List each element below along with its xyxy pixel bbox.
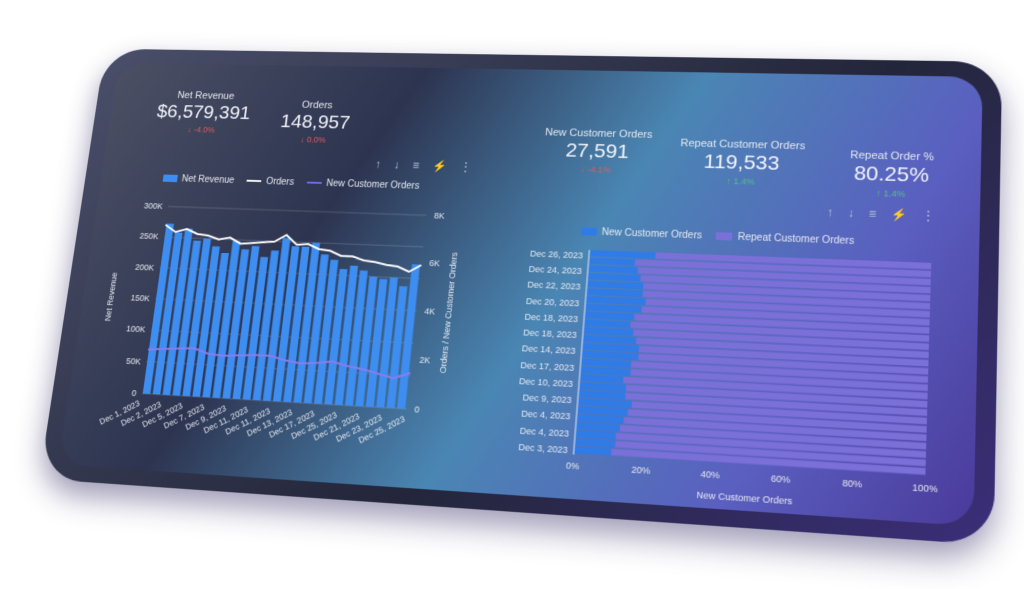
y-axis-label: Net Revenue	[103, 272, 119, 321]
new-orders-bar	[588, 265, 638, 273]
y2-tick-label: 0	[414, 404, 420, 414]
y-tick-label: Dec 3, 2023	[518, 442, 568, 456]
y-tick-label: Dec 4, 2023	[521, 409, 571, 422]
filter-icon[interactable]: ≡	[869, 207, 877, 221]
x-tick-label: 0%	[566, 460, 580, 471]
y-tick-label: Dec 10, 2023	[519, 376, 574, 389]
kpi-new-customer-orders: New Customer Orders 27,591 ↓ -4.1%	[522, 126, 673, 176]
x-tick-label: 40%	[700, 469, 720, 481]
kpi-change: ↓ -4.0%	[143, 124, 260, 136]
left-chart-toolbar: ↑ ↓ ≡ ⚡ ⋮	[374, 158, 472, 174]
kpi-value: 80.25%	[828, 162, 955, 189]
y-tick-label: 0	[131, 388, 137, 398]
kpi-change: ↓ -4.1%	[522, 163, 670, 177]
new-vs-repeat-chart: Dec 26, 2023 Dec 24, 2023 Dec 22, 2023 Dec …	[478, 237, 953, 526]
y-tick-label: Dec 24, 2023	[528, 264, 582, 276]
new-orders-bar	[585, 296, 645, 305]
x-tick-label: 100%	[912, 482, 938, 495]
new-orders-bar	[584, 319, 631, 328]
sort-ascending-icon[interactable]: ↑	[374, 158, 381, 171]
new-orders-bar	[578, 390, 626, 399]
sort-ascending-icon[interactable]: ↑	[826, 205, 833, 219]
y2-tick-label: 6K	[429, 258, 441, 268]
kpi-change: ↓ 0.0%	[262, 134, 364, 146]
y-tick-label: Dec 18, 2023	[524, 312, 578, 325]
y2-tick-label: 2K	[419, 355, 431, 366]
y-tick-label: Dec 26, 2023	[530, 249, 584, 261]
y-tick-label: Dec 9, 2023	[522, 392, 572, 405]
revenue-orders-chart: 0 50K 100K 150K 200K 250K 300K 0 2K 4K 6K 8K Net Rev…	[77, 187, 486, 484]
kpi-value: $6,579,391	[145, 101, 263, 125]
y2-tick-label: 8K	[434, 211, 446, 221]
new-orders-bar	[575, 430, 616, 439]
legend-repeat-customer-orders[interactable]: Repeat Customer Orders	[716, 231, 854, 247]
new-orders-bar	[579, 382, 627, 391]
sort-descending-icon[interactable]: ↓	[393, 158, 400, 171]
y-tick-label: 100K	[126, 324, 146, 335]
y-tick-label: 300K	[143, 201, 163, 211]
new-orders-bar	[587, 273, 641, 281]
kpi-value: 148,957	[264, 111, 367, 135]
x-tick-label: 60%	[771, 473, 791, 485]
more-vert-icon[interactable]: ⋮	[922, 208, 935, 222]
new-orders-bar	[577, 398, 631, 408]
y-tick-label: Dec 14, 2023	[521, 344, 576, 357]
new-orders-bar	[574, 446, 612, 455]
y-tick-label: Dec 18, 2023	[523, 328, 577, 341]
new-orders-bar	[574, 438, 615, 447]
y-tick-label: Dec 22, 2023	[527, 280, 581, 292]
new-orders-bar	[588, 258, 635, 266]
new-orders-bar	[587, 281, 644, 290]
y-tick-label: Dec 4, 2023	[519, 425, 569, 438]
new-orders-bar	[577, 406, 628, 415]
kpi-value: 119,533	[655, 149, 829, 177]
new-orders-bar	[579, 374, 623, 383]
kpi-change: ↑ 1.4%	[827, 187, 954, 201]
new-orders-bar	[585, 304, 642, 313]
right-chart-toolbar: ↑ ↓ ≡ ⚡ ⋮	[826, 205, 934, 222]
new-orders-bar	[581, 351, 638, 360]
kpi-repeat-customer-orders: Repeat Customer Orders 119,533 ↑ 1.4%	[654, 137, 830, 189]
y-tick-label: 50K	[126, 356, 142, 367]
y-tick-label: Dec 17, 2023	[520, 360, 575, 373]
new-orders-bar	[583, 327, 634, 336]
tablet-frame: Net Revenue $6,579,391 ↓ -4.0% Orders 14…	[39, 49, 1002, 546]
gridline	[168, 206, 426, 215]
new-orders-bar	[576, 422, 620, 431]
new-orders-bar	[580, 359, 631, 368]
new-orders-bar	[586, 288, 643, 297]
x-tick-label: 20%	[631, 464, 651, 476]
dashboard-screen: Net Revenue $6,579,391 ↓ -4.0% Orders 14…	[58, 63, 983, 527]
y2-tick-label: 4K	[424, 306, 436, 316]
y-tick-label: 150K	[130, 293, 150, 303]
kpi-net-revenue: Net Revenue $6,579,391 ↓ -4.0%	[143, 89, 264, 135]
kpi-value: 27,591	[523, 139, 672, 165]
more-vert-icon[interactable]: ⋮	[459, 160, 472, 173]
x-axis-label: New Customer Orders	[696, 489, 793, 506]
legend-net-revenue[interactable]: Net Revenue	[162, 174, 235, 186]
legend-new-customer-orders[interactable]: New Customer Orders	[580, 226, 702, 241]
y-tick-label: 250K	[139, 231, 159, 241]
new-orders-bar	[576, 414, 624, 423]
kpi-orders: Orders 148,957 ↓ 0.0%	[262, 99, 368, 146]
new-orders-bar	[584, 312, 634, 321]
sort-descending-icon[interactable]: ↓	[847, 206, 854, 220]
legend-new-customer-orders[interactable]: New Customer Orders	[306, 178, 420, 192]
filter-icon[interactable]: ≡	[412, 159, 420, 172]
legend-orders[interactable]: Orders	[246, 176, 294, 188]
lightning-icon[interactable]: ⚡	[891, 207, 907, 221]
y-tick-label: Dec 20, 2023	[526, 296, 580, 308]
x-tick-label: 80%	[842, 478, 862, 490]
lightning-icon[interactable]: ⚡	[432, 159, 447, 172]
kpi-repeat-order-pct: Repeat Order % 80.25% ↑ 1.4%	[827, 149, 955, 201]
new-orders-bar	[589, 250, 656, 259]
new-orders-bar	[582, 335, 636, 344]
new-orders-bar	[582, 343, 639, 352]
new-orders-bar	[580, 367, 631, 376]
y2-axis-label: Orders / New Customer Orders	[438, 252, 460, 374]
y-tick-label: 200K	[135, 262, 155, 272]
